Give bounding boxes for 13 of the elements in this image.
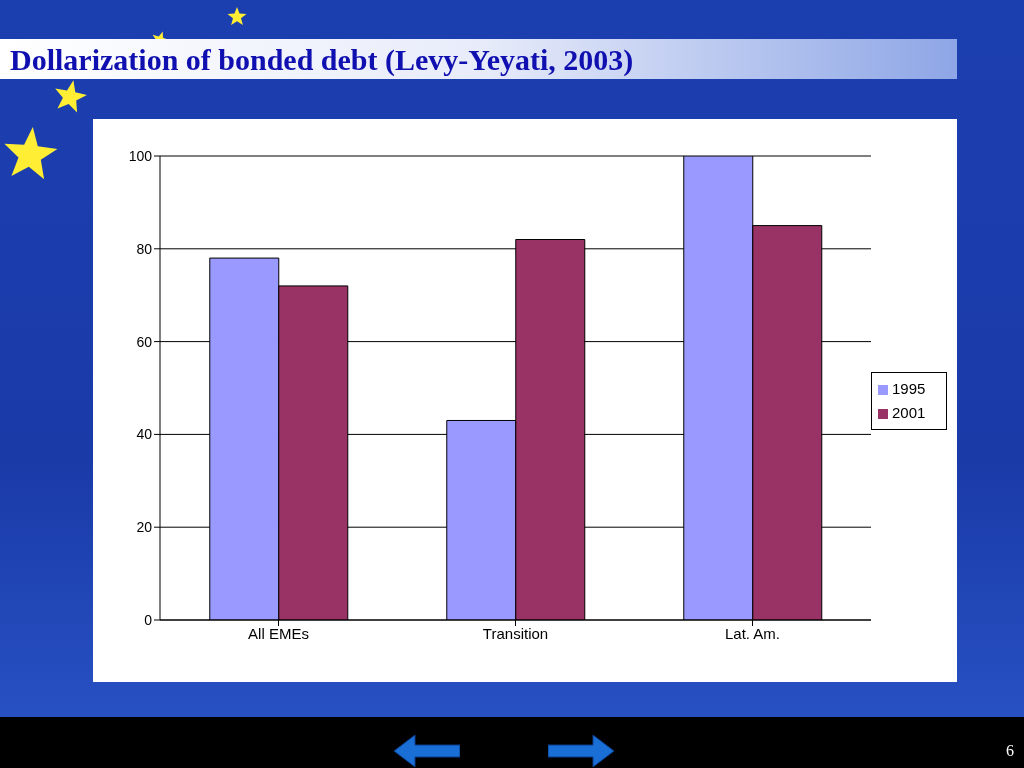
y-tick-label: 100 — [128, 147, 153, 164]
x-tick-label: Lat. Am. — [724, 624, 781, 642]
y-tick-label: 0 — [144, 611, 153, 628]
x-tick-label: Transition — [482, 624, 549, 642]
text: 6 — [1006, 742, 1014, 760]
y-tick-label: 60 — [136, 333, 153, 350]
y-tick-label: 80 — [136, 240, 153, 257]
legend-label: 2001 — [892, 403, 926, 421]
legend-label: 1995 — [892, 379, 926, 397]
chart-title: Dollarization of bonded debt (Levy-Yeyati, 2003) — [10, 43, 634, 77]
x-tick-label: All EMEs — [248, 624, 309, 642]
y-tick-label: 20 — [136, 519, 153, 536]
y-tick-label: 40 — [136, 426, 153, 443]
